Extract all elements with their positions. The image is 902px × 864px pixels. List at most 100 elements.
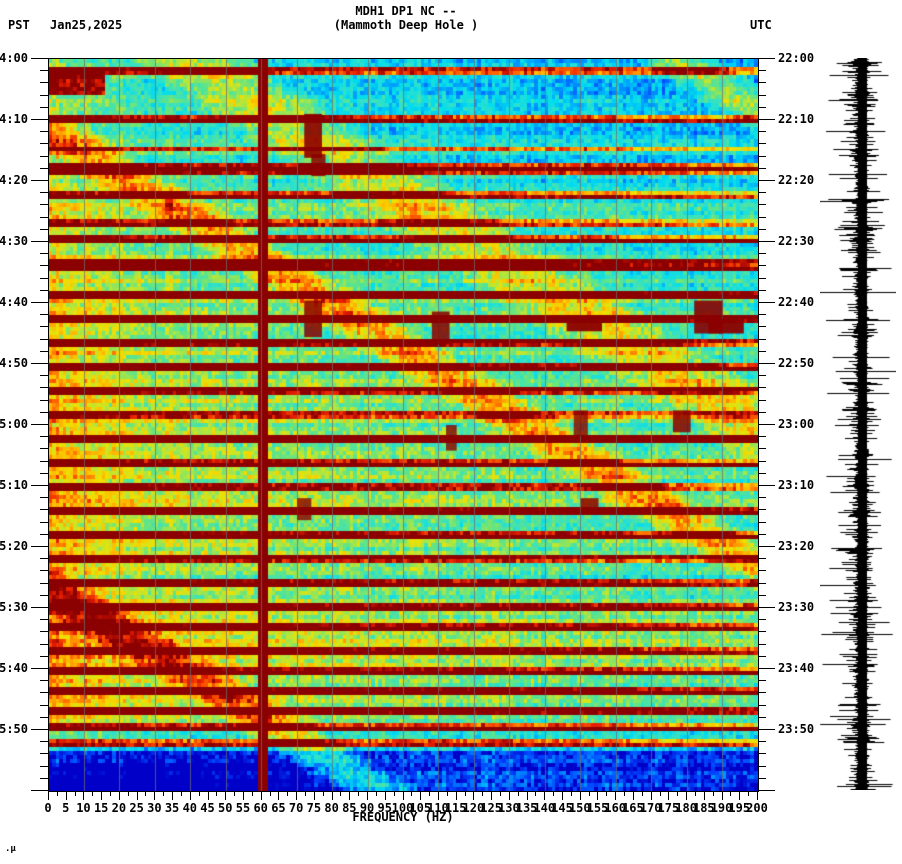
frequency-tick-major (65, 791, 67, 800)
time-label: 15:10 (0, 478, 28, 492)
time-tick-minor (758, 192, 766, 194)
time-tick-minor (40, 643, 48, 645)
time-label: 14:40 (0, 295, 28, 309)
time-label: 22:20 (778, 173, 815, 187)
time-tick-minor (40, 70, 48, 72)
time-tick-minor (40, 204, 48, 206)
time-label: 22:50 (778, 356, 815, 370)
frequency-tick-minor (517, 791, 519, 796)
time-tick-major (31, 729, 48, 730)
frequency-tick-major (83, 791, 85, 800)
time-tick-minor (40, 509, 48, 511)
frequency-label: 115 (444, 801, 467, 815)
time-tick-major (758, 363, 775, 364)
waveform-trace (820, 58, 896, 790)
frequency-tick-major (632, 791, 634, 800)
time-label: 23:30 (778, 600, 815, 614)
frequency-tick-major (349, 791, 351, 800)
frequency-tick-major (473, 791, 475, 800)
frequency-tick-major (757, 791, 758, 800)
frequency-tick-minor (677, 791, 679, 796)
frequency-tick-minor (570, 791, 572, 796)
page-title: MDH1 DP1 NC -- (355, 4, 457, 18)
frequency-label: 50 (218, 801, 233, 815)
time-tick-major (31, 302, 48, 303)
frequency-label: 80 (324, 801, 339, 815)
time-tick-major (31, 668, 48, 669)
frequency-label: 60 (253, 801, 268, 815)
time-tick-minor (758, 521, 766, 523)
time-tick-minor (40, 472, 48, 474)
time-tick-major (758, 668, 775, 669)
frequency-tick-major (544, 791, 546, 800)
frequency-tick-major (278, 791, 280, 800)
frequency-tick-minor (429, 791, 431, 796)
frequency-label: 145 (551, 801, 573, 815)
time-tick-minor (40, 143, 48, 145)
time-tick-major (758, 546, 775, 547)
frequency-label: 70 (288, 801, 304, 815)
time-tick-minor (758, 594, 766, 596)
frequency-tick-major (313, 791, 315, 800)
frequency-tick-minor (588, 791, 590, 796)
time-tick-minor (758, 558, 766, 560)
frequency-tick-minor (411, 791, 413, 796)
time-tick-minor (758, 277, 766, 279)
time-tick-minor (758, 570, 766, 572)
time-axis-right-utc: 22:00 22:10 22:20 22:30 22:40 22:50 23:00 23:10… (758, 51, 818, 791)
time-tick-minor (40, 155, 48, 157)
frequency-tick-minor (659, 791, 661, 796)
frequency-tick-minor (606, 791, 608, 796)
time-tick-minor (40, 619, 48, 621)
time-tick-minor (40, 594, 48, 596)
time-tick-minor (758, 204, 766, 206)
time-tick-minor (40, 741, 48, 743)
frequency-label: 165 (622, 801, 644, 815)
time-tick-minor (40, 192, 48, 194)
frequency-tick-minor (110, 791, 112, 796)
frequency-tick-major (562, 791, 564, 800)
time-tick-minor (40, 167, 48, 169)
spectrogram-canvas (49, 59, 758, 791)
time-tick-minor (40, 692, 48, 694)
time-tick-major (758, 485, 775, 486)
frequency-label: 155 (586, 801, 609, 815)
time-tick-minor (758, 314, 766, 316)
time-tick-minor (758, 448, 766, 450)
time-label: 15:30 (0, 600, 28, 614)
frequency-label: 135 (515, 801, 538, 815)
time-tick-minor (40, 753, 48, 755)
frequency-tick-minor (56, 791, 58, 796)
frequency-tick-minor (694, 791, 696, 796)
time-tick-minor (758, 411, 766, 413)
frequency-axis-title: FREQUENCY (HZ) (352, 810, 454, 824)
time-tick-minor (758, 533, 766, 535)
time-tick-minor (40, 94, 48, 96)
time-label: 15:20 (0, 539, 28, 553)
frequency-tick-major (384, 791, 386, 800)
time-tick-major (31, 363, 48, 364)
frequency-tick-major (579, 791, 581, 800)
time-tick-minor (758, 692, 766, 694)
frequency-label: 130 (498, 801, 520, 815)
frequency-tick-minor (624, 791, 626, 796)
time-tick-major (758, 241, 775, 242)
frequency-tick-minor (251, 791, 253, 796)
time-tick-minor (758, 155, 766, 157)
frequency-tick-minor (305, 791, 306, 796)
time-tick-minor (40, 326, 48, 328)
frequency-tick-minor (92, 791, 94, 796)
frequency-label: 35 (164, 801, 180, 815)
time-tick-minor (40, 436, 48, 438)
frequency-tick-minor (446, 791, 448, 796)
frequency-tick-minor (163, 791, 165, 796)
frequency-tick-minor (145, 791, 147, 796)
frequency-label: 140 (533, 801, 556, 815)
time-tick-major (31, 607, 48, 608)
frequency-tick-minor (535, 791, 537, 796)
time-tick-major (758, 58, 775, 59)
time-tick-major (758, 424, 775, 425)
time-tick-major (31, 424, 48, 425)
time-tick-minor (40, 216, 48, 218)
frequency-tick-minor (322, 791, 324, 796)
